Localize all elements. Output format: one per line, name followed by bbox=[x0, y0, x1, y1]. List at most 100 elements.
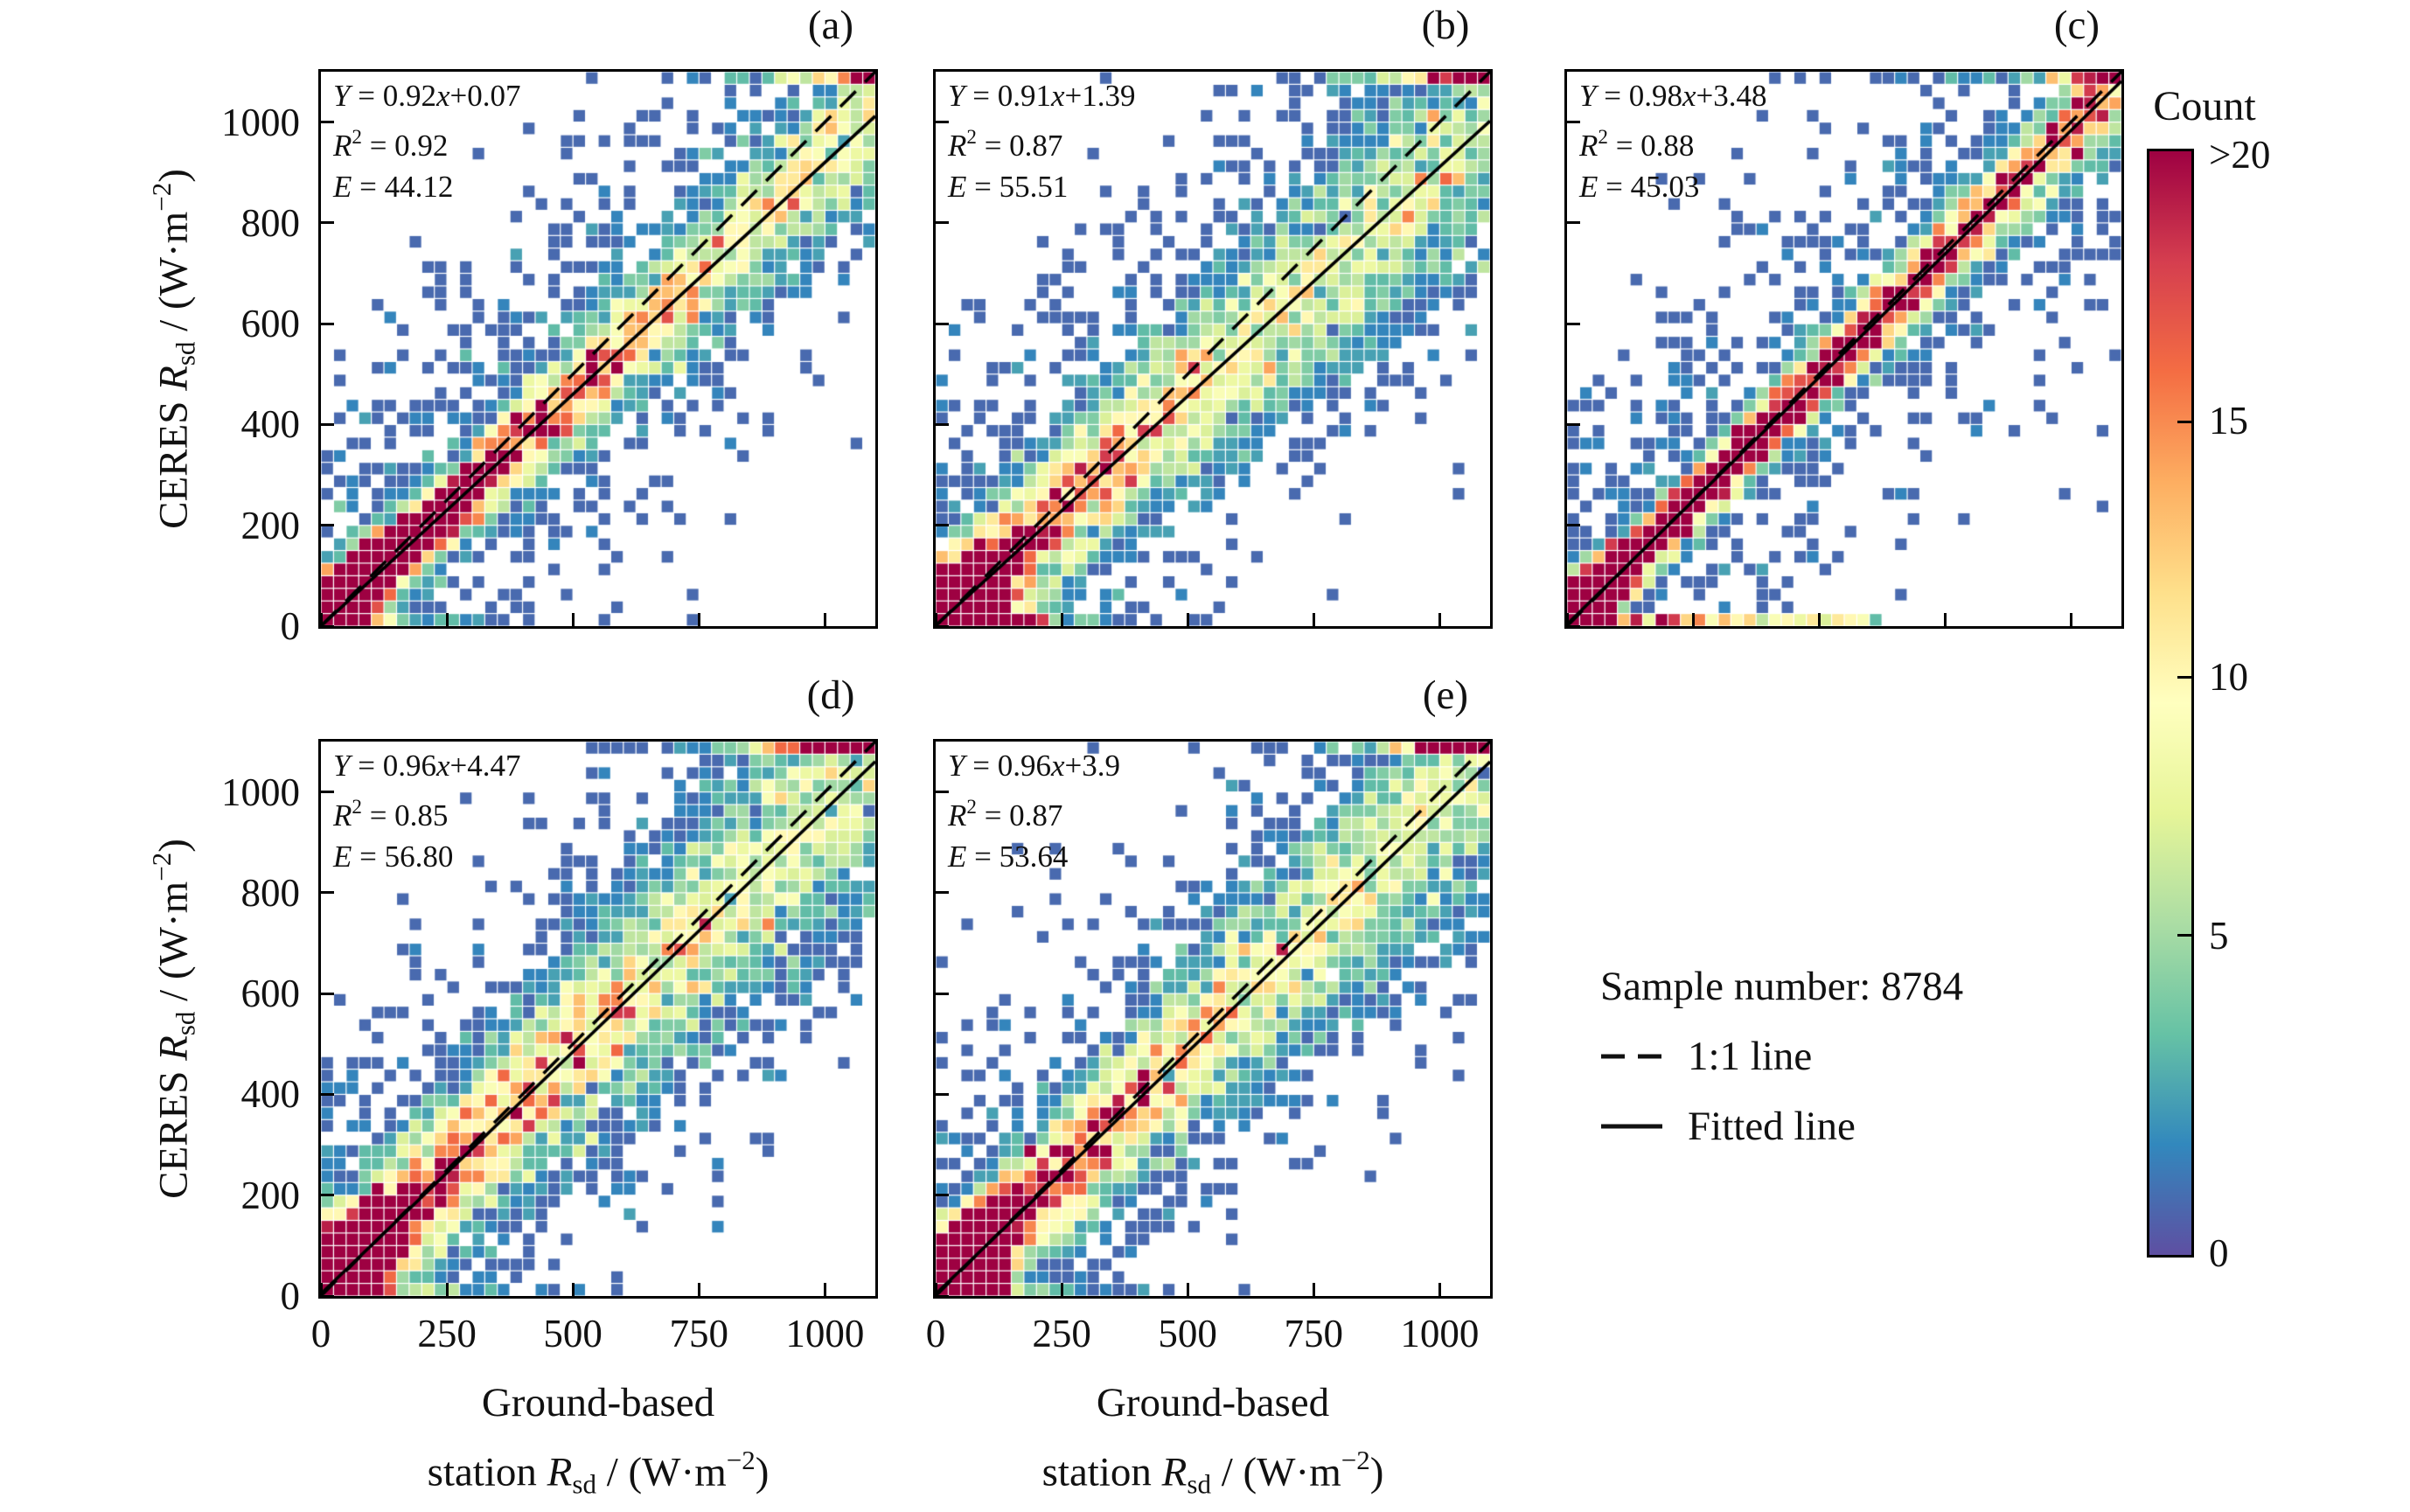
axis-tick bbox=[319, 613, 323, 626]
axis-tick bbox=[321, 624, 334, 628]
tick-label: 0 bbox=[925, 1312, 946, 1355]
legend-sample-number: Sample number: 8784 bbox=[1600, 959, 1963, 1014]
x-axis-label-line2: station Rsd / (W·m−2) bbox=[427, 1445, 770, 1500]
fit-stats-e: Y = 0.96x+3.9 R2 = 0.87 E = 53.64 bbox=[948, 745, 1120, 877]
axis-tick bbox=[445, 1283, 449, 1296]
colorbar-tick-label-15: 15 bbox=[2209, 399, 2248, 442]
legend: Sample number: 8784 1:1 line Fitted line bbox=[1600, 958, 1963, 1153]
axis-tick bbox=[571, 613, 575, 626]
colorbar-min-label: 0 bbox=[2209, 1231, 2229, 1275]
panel-label-a: (a) bbox=[807, 3, 854, 48]
x-axis-label-e: Ground-based station Rsd / (W·m−2) bbox=[942, 1375, 1484, 1512]
y-axis-label-top-row: CERES Rsd / (W·m−2) bbox=[146, 169, 201, 529]
tick-label: 500 bbox=[543, 1312, 602, 1355]
density-heatmap-canvas-a bbox=[321, 72, 875, 626]
tick-label: 750 bbox=[1284, 1312, 1344, 1355]
axis-tick bbox=[1565, 613, 1569, 626]
x-axis-label-line1: Ground-based bbox=[481, 1380, 715, 1425]
axis-tick bbox=[321, 791, 334, 794]
tick-label: 1000 bbox=[785, 1312, 865, 1355]
legend-fitted: Fitted line bbox=[1600, 1099, 1963, 1153]
axis-tick bbox=[1312, 613, 1315, 626]
scatter-panel-d: Y = 0.96x+4.47 R2 = 0.85 E = 56.80 bbox=[318, 739, 878, 1299]
fit-r2: R2 = 0.85 bbox=[333, 795, 449, 833]
legend-one-to-one: 1:1 line bbox=[1600, 1029, 1963, 1083]
colorbar-tick-label-10: 10 bbox=[2209, 655, 2248, 699]
axis-tick bbox=[936, 1294, 949, 1298]
tick-label: 250 bbox=[1032, 1312, 1091, 1355]
axis-tick bbox=[2069, 613, 2072, 626]
axis-tick bbox=[823, 613, 826, 626]
axis-tick bbox=[936, 322, 949, 325]
colorbar-max-label: >20 bbox=[2209, 133, 2271, 177]
axis-tick bbox=[1186, 1283, 1189, 1296]
axis-tick bbox=[936, 891, 949, 895]
scatter-panel-c: Y = 0.98x+3.48 R2 = 0.88 E = 45.03 bbox=[1564, 69, 2124, 629]
axis-tick bbox=[321, 992, 334, 995]
fit-error: E = 44.12 bbox=[333, 169, 454, 204]
axis-tick bbox=[319, 1283, 323, 1296]
fit-r2: R2 = 0.87 bbox=[948, 125, 1063, 163]
fit-equation: Y = 0.91x+1.39 bbox=[948, 79, 1136, 113]
fit-equation: Y = 0.96x+3.9 bbox=[948, 749, 1121, 783]
axis-tick bbox=[936, 624, 949, 628]
axis-tick bbox=[1186, 613, 1189, 626]
axis-tick bbox=[934, 1283, 937, 1296]
axis-tick bbox=[321, 1294, 334, 1298]
axis-tick bbox=[936, 422, 949, 426]
axis-tick bbox=[321, 891, 334, 895]
axis-tick bbox=[321, 121, 334, 124]
axis-tick bbox=[697, 613, 700, 626]
fit-stats-c: Y = 0.98x+3.48 R2 = 0.88 E = 45.03 bbox=[1579, 75, 1767, 207]
axis-tick bbox=[1943, 613, 1947, 626]
fit-error: E = 45.03 bbox=[1579, 169, 1700, 204]
axis-tick bbox=[571, 1283, 575, 1296]
axis-tick bbox=[1060, 1283, 1063, 1296]
axis-tick bbox=[1567, 322, 1580, 325]
axis-tick bbox=[1567, 422, 1580, 426]
axis-tick bbox=[934, 613, 937, 626]
axis-tick bbox=[936, 1194, 949, 1197]
tick-label: 250 bbox=[417, 1312, 477, 1355]
fit-error: E = 53.64 bbox=[948, 839, 1069, 874]
fit-stats-b: Y = 0.91x+1.39 R2 = 0.87 E = 55.51 bbox=[948, 75, 1136, 207]
y-axis-label-bottom-row: CERES Rsd / (W·m−2) bbox=[146, 839, 201, 1199]
fit-r2: R2 = 0.87 bbox=[948, 795, 1063, 833]
axis-tick bbox=[321, 221, 334, 225]
axis-tick bbox=[936, 221, 949, 225]
fit-stats-a: Y = 0.92x+0.07 R2 = 0.92 E = 44.12 bbox=[333, 75, 521, 207]
fit-equation: Y = 0.92x+0.07 bbox=[333, 79, 521, 113]
scatter-panel-e: Y = 0.96x+3.9 R2 = 0.87 E = 53.64 bbox=[933, 739, 1493, 1299]
axis-tick bbox=[321, 1092, 334, 1096]
panel-label-e: (e) bbox=[1422, 672, 1469, 718]
axis-tick bbox=[936, 791, 949, 794]
axis-tick bbox=[1567, 121, 1580, 124]
axis-tick bbox=[936, 1092, 949, 1096]
axis-tick bbox=[445, 613, 449, 626]
tick-label: 1000 bbox=[1400, 1312, 1480, 1355]
dashed-line-swatch bbox=[1600, 1052, 1663, 1061]
axis-tick bbox=[1567, 624, 1580, 628]
fit-equation: Y = 0.96x+4.47 bbox=[333, 749, 521, 783]
sample-number-text: Sample number: 8784 bbox=[1600, 964, 1964, 1009]
x-axis-label-d: Ground-based station Rsd / (W·m−2) bbox=[327, 1375, 869, 1512]
axis-tick bbox=[1060, 613, 1063, 626]
axis-tick bbox=[1312, 1283, 1315, 1296]
axis-tick bbox=[2177, 676, 2191, 679]
tick-label: 500 bbox=[1158, 1312, 1217, 1355]
axis-tick bbox=[321, 1194, 334, 1197]
tick-label: 0 bbox=[310, 1312, 331, 1355]
density-heatmap-canvas-e bbox=[936, 742, 1490, 1296]
tick-label: 750 bbox=[669, 1312, 729, 1355]
axis-tick bbox=[1691, 613, 1695, 626]
axis-tick bbox=[936, 524, 949, 527]
fit-r2: R2 = 0.92 bbox=[333, 125, 449, 163]
panel-label-c: (c) bbox=[2053, 3, 2100, 48]
axis-tick bbox=[936, 992, 949, 995]
x-axis-label-line1: Ground-based bbox=[1096, 1380, 1330, 1425]
axis-tick bbox=[1438, 613, 1441, 626]
fit-r2: R2 = 0.88 bbox=[1579, 125, 1695, 163]
fit-stats-d: Y = 0.96x+4.47 R2 = 0.85 E = 56.80 bbox=[333, 745, 521, 877]
scatter-panel-a: Y = 0.92x+0.07 R2 = 0.92 E = 44.12 bbox=[318, 69, 878, 629]
